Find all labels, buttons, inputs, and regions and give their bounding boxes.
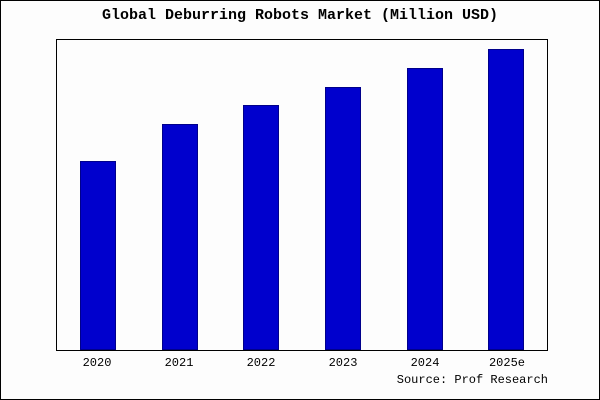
bars-container bbox=[57, 40, 547, 350]
chart-title: Global Deburring Robots Market (Million … bbox=[101, 7, 499, 24]
x-tick-label: 2025e bbox=[488, 356, 525, 370]
bar-2021 bbox=[161, 123, 198, 350]
x-tick-label: 2023 bbox=[328, 356, 358, 370]
bar-2020 bbox=[79, 160, 116, 350]
bar-cell bbox=[220, 40, 302, 350]
bar-2022 bbox=[243, 105, 280, 350]
x-tick-label: 2022 bbox=[246, 356, 276, 370]
bar-cell bbox=[465, 40, 547, 350]
bar-cell bbox=[302, 40, 384, 350]
plot-area bbox=[56, 39, 548, 351]
x-axis-labels: 2020 2021 2022 2023 2024 2025e bbox=[56, 356, 548, 370]
bar-2025e bbox=[488, 49, 525, 350]
bar-cell bbox=[57, 40, 139, 350]
source-text: Source: Prof Research bbox=[396, 373, 548, 387]
x-tick-label: 2024 bbox=[410, 356, 440, 370]
x-tick-label: 2021 bbox=[164, 356, 194, 370]
bar-2023 bbox=[324, 86, 361, 350]
bar-cell bbox=[384, 40, 466, 350]
x-tick-label: 2020 bbox=[82, 356, 112, 370]
bar-2024 bbox=[406, 67, 443, 350]
bar-cell bbox=[139, 40, 221, 350]
